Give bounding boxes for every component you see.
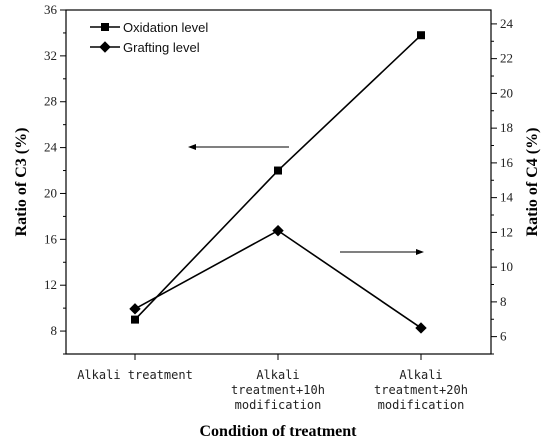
y-left-tick-label: 16: [44, 231, 58, 246]
y-right-tick-label: 16: [500, 155, 514, 170]
y-left-tick-label: 24: [44, 140, 58, 155]
square-marker: [274, 166, 282, 175]
y-right-tick-label: 22: [500, 51, 513, 66]
y-left-tick-label: 20: [44, 185, 57, 200]
x-tick-label-line: Alkali: [399, 368, 442, 382]
y-left-tick-label: 36: [44, 2, 58, 17]
y-right-tick-label: 14: [500, 190, 514, 205]
y-right-tick-label: 20: [500, 85, 513, 100]
series: [129, 31, 427, 334]
y-axis-title-right: Ratio of C4 (%): [524, 128, 541, 237]
square-marker: [417, 31, 425, 40]
y-right-tick-label: 18: [500, 120, 513, 135]
y-right-tick-label: 12: [500, 224, 513, 239]
arrow-left-head: [188, 144, 196, 150]
diamond-marker: [129, 303, 141, 315]
x-tick-label-line: Alkali treatment: [77, 368, 193, 382]
x-tick-label: Alkali treatment+10h modification: [231, 368, 325, 412]
legend-label: Grafting level: [123, 40, 200, 55]
y-left-tick-label: 28: [44, 94, 57, 109]
series-line-oxidation-level: [134, 34, 422, 321]
y-left-tick-label: 12: [44, 277, 57, 292]
x-axis-title: Condition of treatment: [199, 423, 357, 440]
diamond-marker: [415, 322, 427, 334]
y-right-tick-label: 8: [500, 294, 507, 309]
y-right-tick-label: 10: [500, 259, 513, 274]
y-left-tick-label: 32: [44, 48, 57, 63]
x-tick-label-line: Alkali: [256, 368, 299, 382]
y-right-tick-label: 6: [500, 329, 507, 344]
x-tick-label-line: treatment+10h: [231, 383, 325, 397]
legend: Oxidation level Grafting level: [90, 20, 208, 55]
arrow-right-head: [416, 249, 424, 255]
x-tick-label: Alkali treatment: [77, 368, 193, 382]
y-axis-title-left: Ratio of C3 (%): [13, 128, 30, 237]
annotations: [188, 144, 424, 255]
axes: [65, 9, 492, 355]
x-tick-label-line: modification: [378, 398, 465, 412]
ticks: 8 12 16 20 24 28 32 36 6 8 10 12 14 16 18 20 22 24 Alkali …: [44, 2, 514, 412]
legend-diamond-marker: [99, 41, 111, 53]
legend-label: Oxidation level: [123, 20, 208, 35]
x-tick-label-line: modification: [235, 398, 322, 412]
y-right-tick-label: 24: [500, 16, 514, 31]
plot-frame: [65, 9, 492, 355]
series-line-grafting-level: [134, 229, 422, 329]
x-tick-label: Alkali treatment+20h modification: [374, 368, 468, 412]
y-left-tick-label: 8: [51, 323, 58, 338]
x-tick-label-line: treatment+20h: [374, 383, 468, 397]
diamond-marker: [272, 224, 284, 237]
legend-square-marker: [101, 23, 109, 31]
square-marker: [131, 315, 139, 324]
